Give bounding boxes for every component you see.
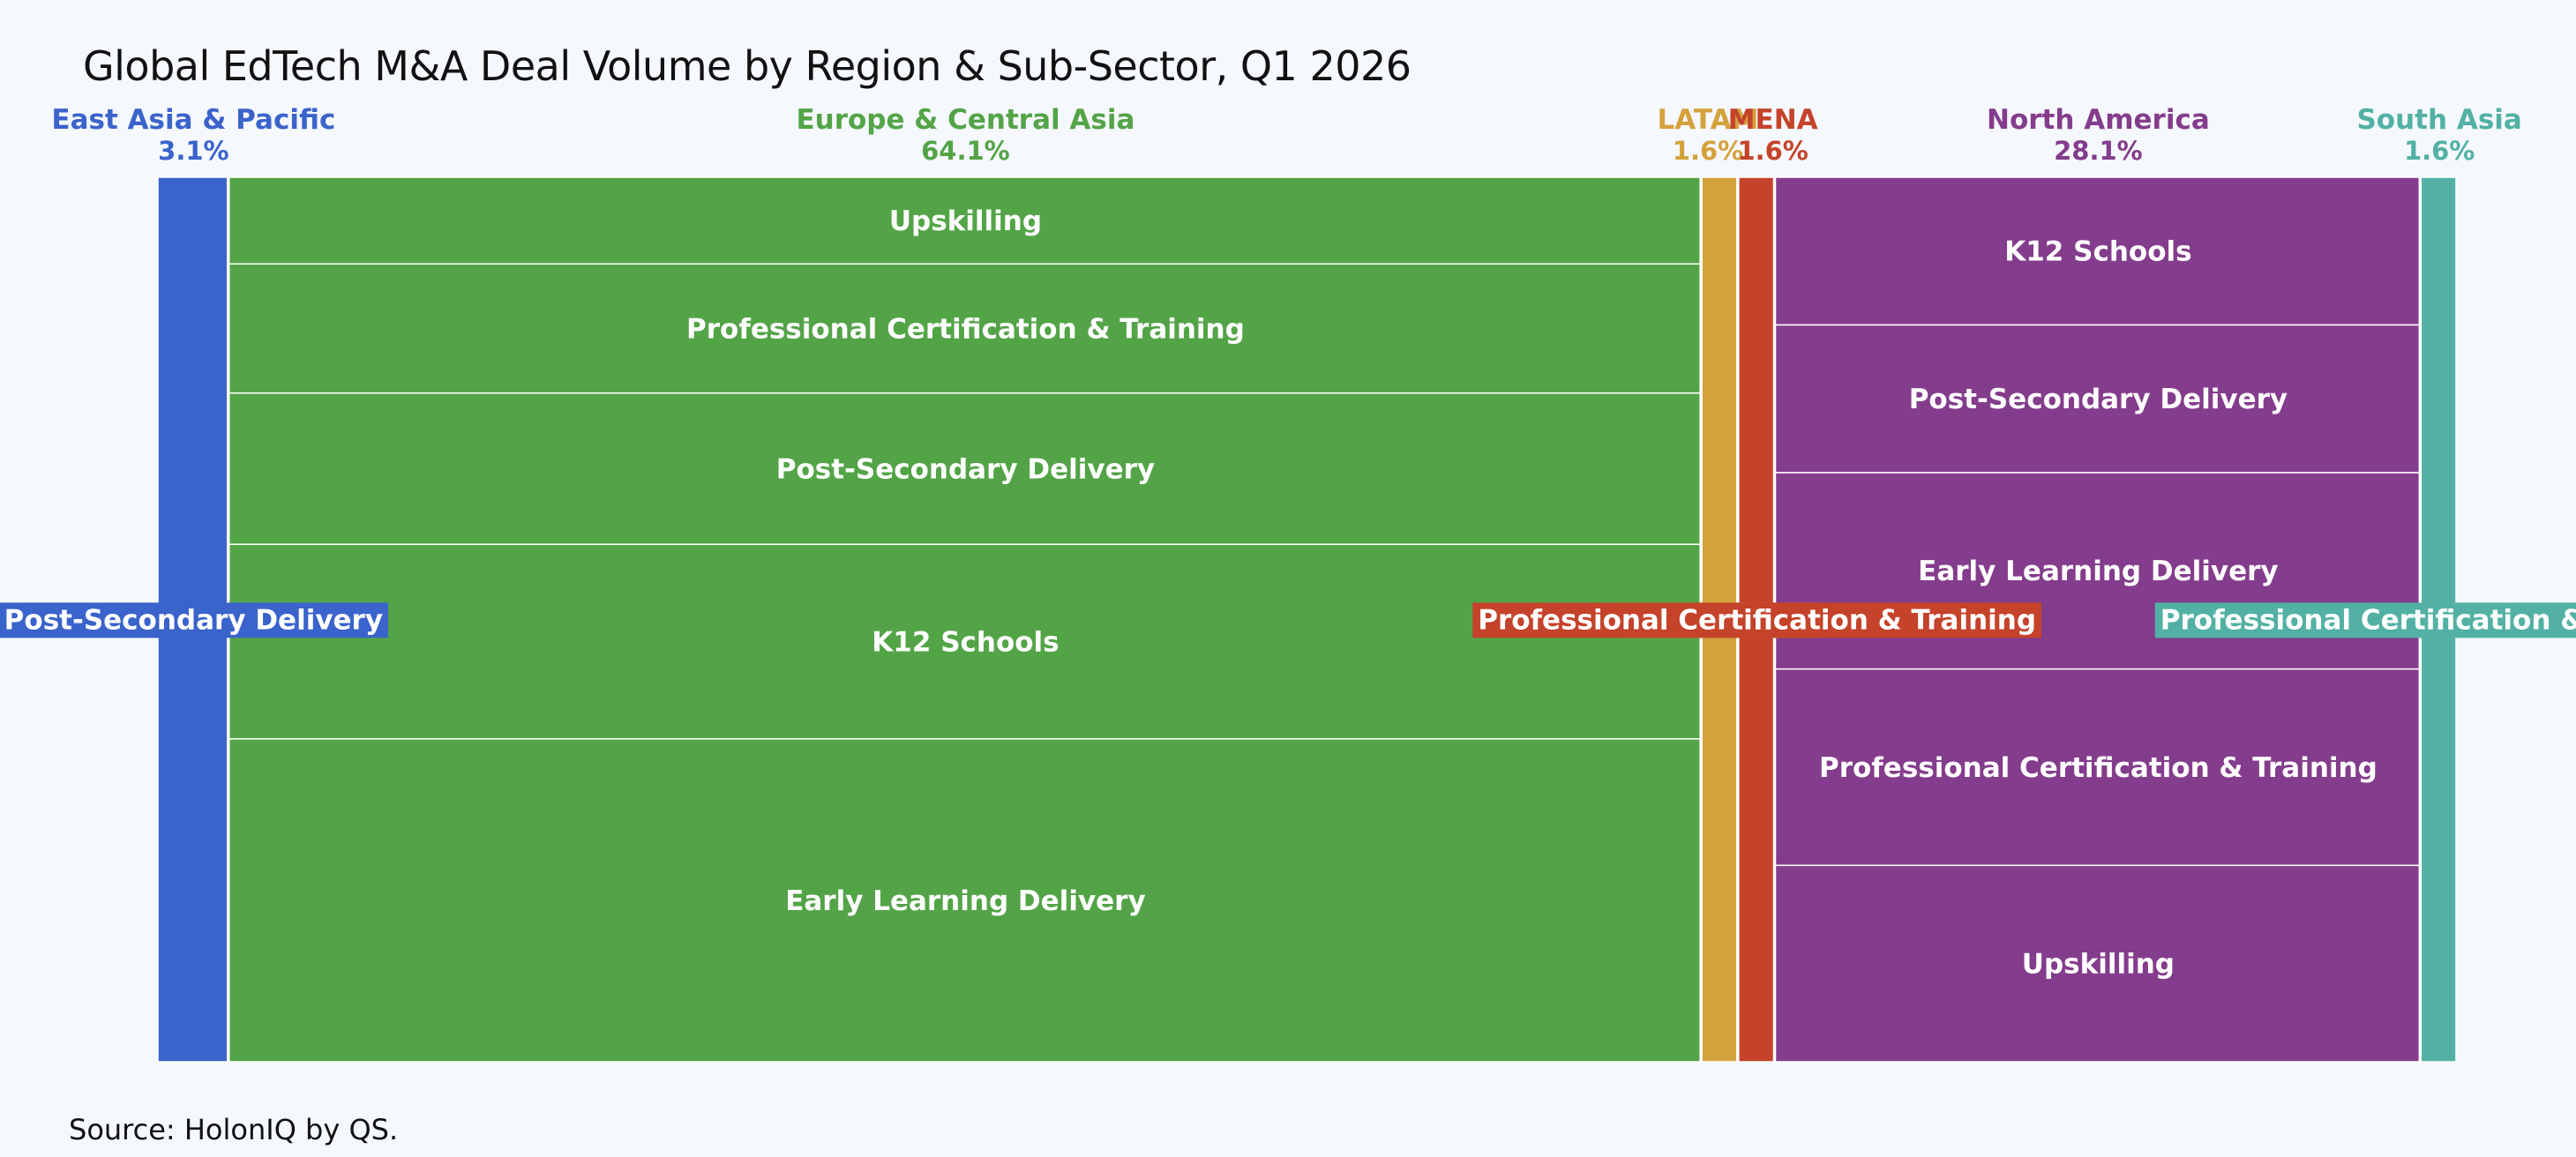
segment-label-east-asia-and-pacific-post-secondary-delivery: Post-Secondary Delivery [4, 604, 383, 636]
segment-europe-and-central-asia-early-learning-delivery [228, 738, 1701, 1063]
segment-north-america-k12-schools [1774, 176, 2421, 326]
segment-label-europe-and-central-asia-post-secondary-delivery: Post-Secondary Delivery [776, 453, 1155, 485]
region-share-north-america: 28.1% [2054, 136, 2143, 166]
labels-layer: Post-Secondary Delivery Upskilling Profess… [0, 205, 2576, 981]
segment-north-america-upskilling [1774, 864, 2421, 1063]
segment-label-badge-south-asia [2154, 602, 2576, 638]
segment-label-europe-and-central-asia-k12-schools: K12 Schools [872, 626, 1059, 658]
segment-europe-and-central-asia-professional-certification-and-training [228, 263, 1701, 394]
segment-label-north-america-upskilling: Upskilling [2022, 949, 2175, 981]
segment-europe-and-central-asia-upskilling [228, 176, 1701, 265]
segment-label-north-america-early-learning-delivery: Early Learning Delivery [1918, 556, 2278, 587]
region-label-north-america: North America [1987, 104, 2210, 136]
region-label-latam: LATAM [1658, 104, 1759, 136]
segment-label-north-america-professional-certification-and-training: Professional Certification & Training [1819, 752, 2378, 784]
segment-north-america-professional-certification-and-training [1774, 668, 2421, 867]
segment-label-badge-east-asia-and-pacific [0, 602, 389, 638]
segment-label-north-america-post-secondary-delivery: Post-Secondary Delivery [1909, 384, 2288, 415]
region-share-latam: 1.6% [1673, 136, 1743, 166]
segment-label-europe-and-central-asia-upskilling: Upskilling [889, 205, 1042, 237]
segment-north-america-post-secondary-delivery [1774, 324, 2421, 474]
segment-label-mena-professional-certification-and-training: Professional Certification & Training [1478, 604, 2036, 636]
segment-label-badge-mena [1472, 602, 2042, 638]
region-share-east-asia-and-pacific: 3.1% [158, 136, 228, 166]
segment-label-europe-and-central-asia-early-learning-delivery: Early Learning Delivery [785, 885, 1145, 917]
chart-source: Source: HolonIQ by QS. [69, 1113, 399, 1146]
region-share-south-asia: 1.6% [2404, 136, 2475, 166]
segment-label-europe-and-central-asia-professional-certification-and-training: Professional Certification & Training [686, 313, 1245, 345]
segment-label-south-asia-professional-certification-and-training: Professional Certification & Training [2160, 604, 2576, 636]
region-label-east-asia-and-pacific: East Asia & Pacific [51, 104, 335, 136]
region-label-europe-and-central-asia: Europe & Central Asia [796, 104, 1134, 136]
columns-layer [157, 176, 2457, 1063]
region-share-europe-and-central-asia: 64.1% [921, 136, 1010, 166]
region-share-mena: 1.6% [1737, 136, 1808, 166]
region-label-mena: MENA [1728, 104, 1818, 136]
region-label-south-asia: South Asia [2356, 104, 2521, 136]
segment-europe-and-central-asia-post-secondary-delivery [228, 392, 1701, 545]
segment-label-north-america-k12-schools: K12 Schools [2004, 236, 2191, 268]
chart-title: Global EdTech M&A Deal Volume by Region … [83, 42, 1412, 90]
